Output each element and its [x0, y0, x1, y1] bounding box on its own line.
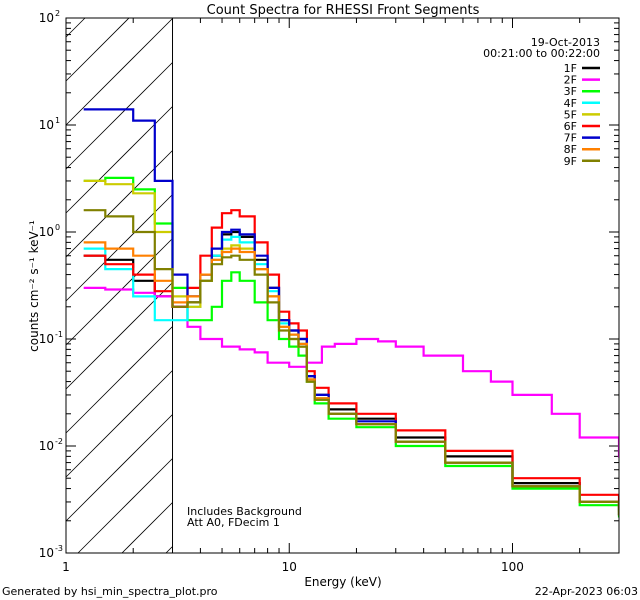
legend-label-3f: 3F	[564, 85, 577, 98]
y-tick-label: 10	[39, 118, 54, 132]
annotation-attenuator: Att A0, FDecim 1	[187, 516, 280, 529]
series-1f	[83, 230, 619, 512]
hatch-line	[65, 282, 173, 390]
hatch-line	[121, 502, 173, 554]
date-label: 19-Oct-2013	[531, 36, 600, 49]
y-tick-label: 10	[39, 225, 54, 239]
y-tick-exponent: -3	[55, 544, 63, 553]
hatch-line	[65, 326, 173, 434]
legend-label-6f: 6F	[564, 120, 577, 133]
excluded-region-hatch	[65, 17, 174, 554]
legend-label-4f: 4F	[564, 97, 577, 110]
series-lines	[83, 108, 619, 518]
series-2f	[83, 286, 619, 458]
hatch-line	[65, 106, 173, 214]
plot-frame	[65, 17, 620, 554]
chart-title: Count Spectra for RHESSI Front Segments	[207, 3, 480, 18]
x-tick-label: 100	[501, 560, 524, 574]
hatch-line	[65, 414, 173, 522]
y-tick-exponent: 0	[55, 223, 60, 232]
legend-label-1f: 1F	[564, 62, 577, 75]
y-axis-label: counts cm⁻² s⁻¹ keV⁻¹	[27, 220, 41, 352]
hatch-line	[65, 17, 86, 38]
annotation-background: Includes Background	[187, 505, 302, 518]
hatch-line	[65, 370, 173, 478]
series-3f	[83, 176, 619, 518]
series-6f	[83, 209, 619, 507]
series-7f	[83, 108, 619, 516]
y-tick-exponent: 1	[55, 116, 60, 125]
x-tick-label: 10	[282, 560, 297, 574]
y-tick-label: 10	[39, 546, 54, 560]
legend-label-7f: 7F	[564, 132, 577, 145]
legend-label-2f: 2F	[564, 74, 577, 87]
time-range-label: 00:21:00 to 00:22:00	[483, 47, 600, 60]
y-tick-label: 10	[39, 11, 54, 25]
hatch-line	[65, 150, 173, 258]
hatch-line	[65, 18, 173, 126]
footer-timestamp: 22-Apr-2023 06:03	[535, 585, 638, 598]
x-axis-label: Energy (keV)	[304, 575, 381, 589]
hatch-line	[65, 17, 130, 82]
x-tick-label: 1	[62, 560, 70, 574]
legend-label-5f: 5F	[564, 108, 577, 121]
series-9f	[83, 209, 619, 516]
y-tick-label: 10	[39, 332, 54, 346]
series-4f	[83, 235, 619, 516]
series-5f	[83, 179, 619, 516]
y-tick-label: 10	[39, 439, 54, 453]
hatch-line	[77, 458, 173, 554]
legend-label-9f: 9F	[564, 155, 577, 168]
y-tick-exponent: 2	[55, 9, 60, 18]
legend-label-8f: 8F	[564, 143, 577, 156]
y-tick-exponent: -2	[55, 437, 63, 446]
hatch-line	[65, 62, 173, 170]
y-tick-exponent: -1	[55, 330, 63, 339]
hatch-line	[165, 546, 173, 554]
footer-generated-by: Generated by hsi_min_spectra_plot.pro	[2, 585, 218, 598]
